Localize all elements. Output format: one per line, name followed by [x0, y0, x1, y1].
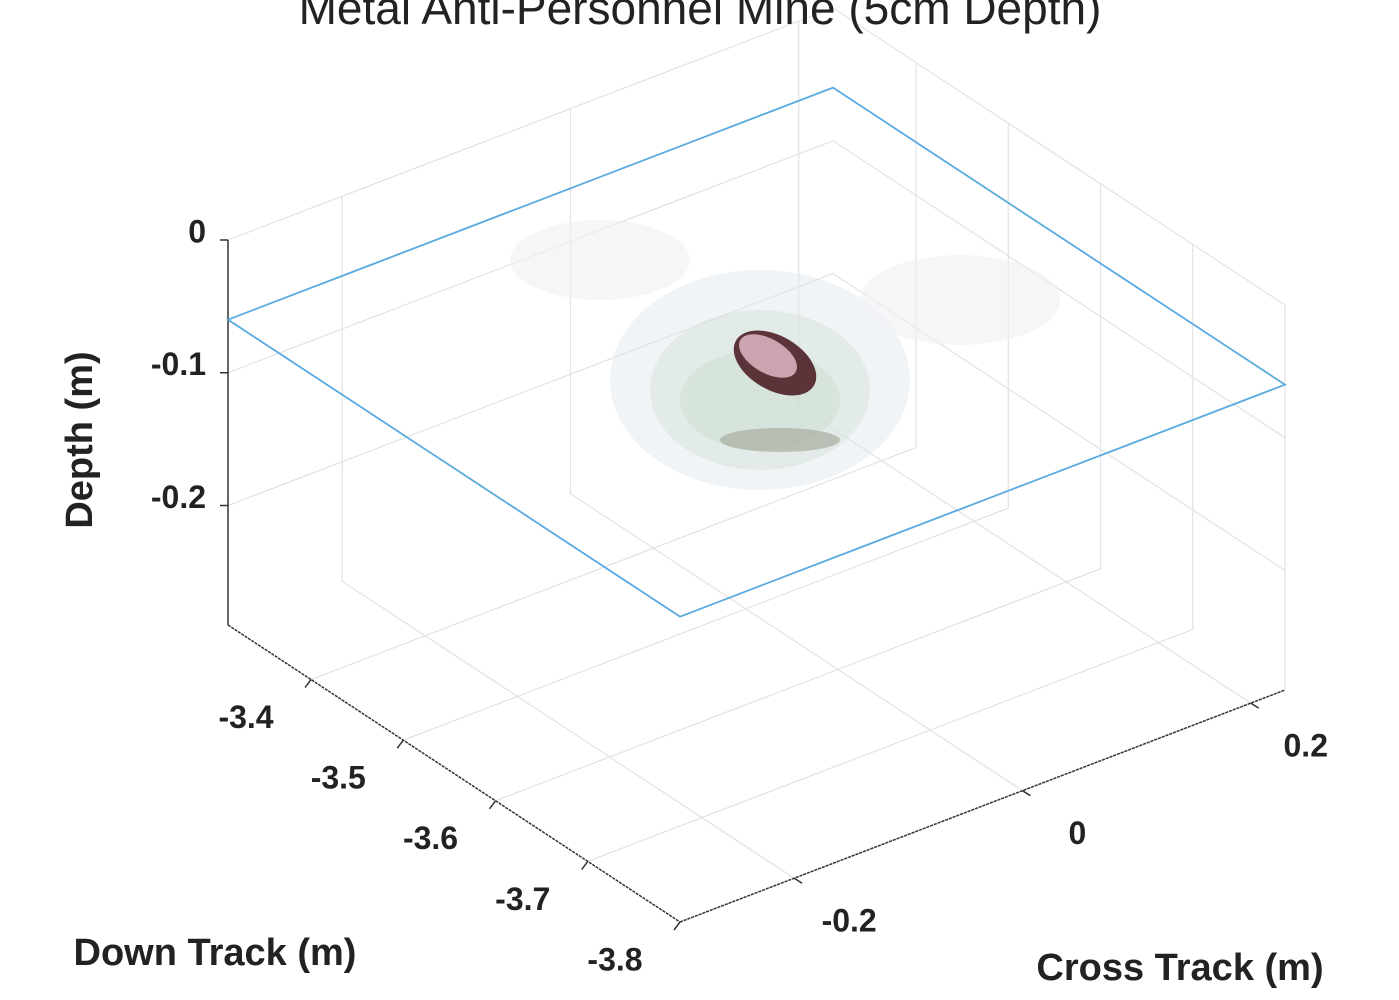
tick-mark — [397, 740, 403, 748]
clutter — [860, 255, 1060, 345]
tick-mark — [794, 878, 802, 883]
tick-mark — [1022, 791, 1030, 796]
shadow — [720, 428, 840, 452]
tick-mark — [674, 922, 680, 930]
y-tick-label: -0.2 — [822, 903, 877, 939]
y-tick-label: 0.2 — [1284, 728, 1328, 764]
x-tick-label: -3.6 — [403, 820, 458, 856]
chart: Metal Anti-Personnel Mine (5cm Depth) De… — [0, 0, 1399, 1000]
z-axis-label: Depth (m) — [59, 351, 101, 528]
x-tick-label: -3.4 — [218, 699, 273, 735]
x-tick-label: -3.8 — [587, 941, 642, 977]
chart-title: Metal Anti-Personnel Mine (5cm Depth) — [299, 0, 1102, 34]
grid-line — [228, 8, 1285, 305]
x-tick-label: -3.5 — [311, 760, 366, 796]
x-tick-label: -3.7 — [495, 881, 550, 917]
y-tick-label: 0 — [1069, 815, 1087, 851]
clutter — [510, 220, 690, 300]
isosurface — [510, 220, 1060, 490]
z-tick-label: -0.1 — [151, 346, 206, 382]
tick-mark — [305, 680, 311, 688]
x-axis-label: Down Track (m) — [74, 932, 357, 974]
z-tick-label: 0 — [188, 213, 206, 249]
y-axis-label: Cross Track (m) — [1036, 947, 1323, 989]
z-tick-label: -0.2 — [151, 479, 206, 515]
tick-mark — [1251, 703, 1259, 708]
x-axis — [228, 625, 680, 922]
tick-mark — [490, 801, 496, 809]
tick-mark — [582, 861, 588, 869]
